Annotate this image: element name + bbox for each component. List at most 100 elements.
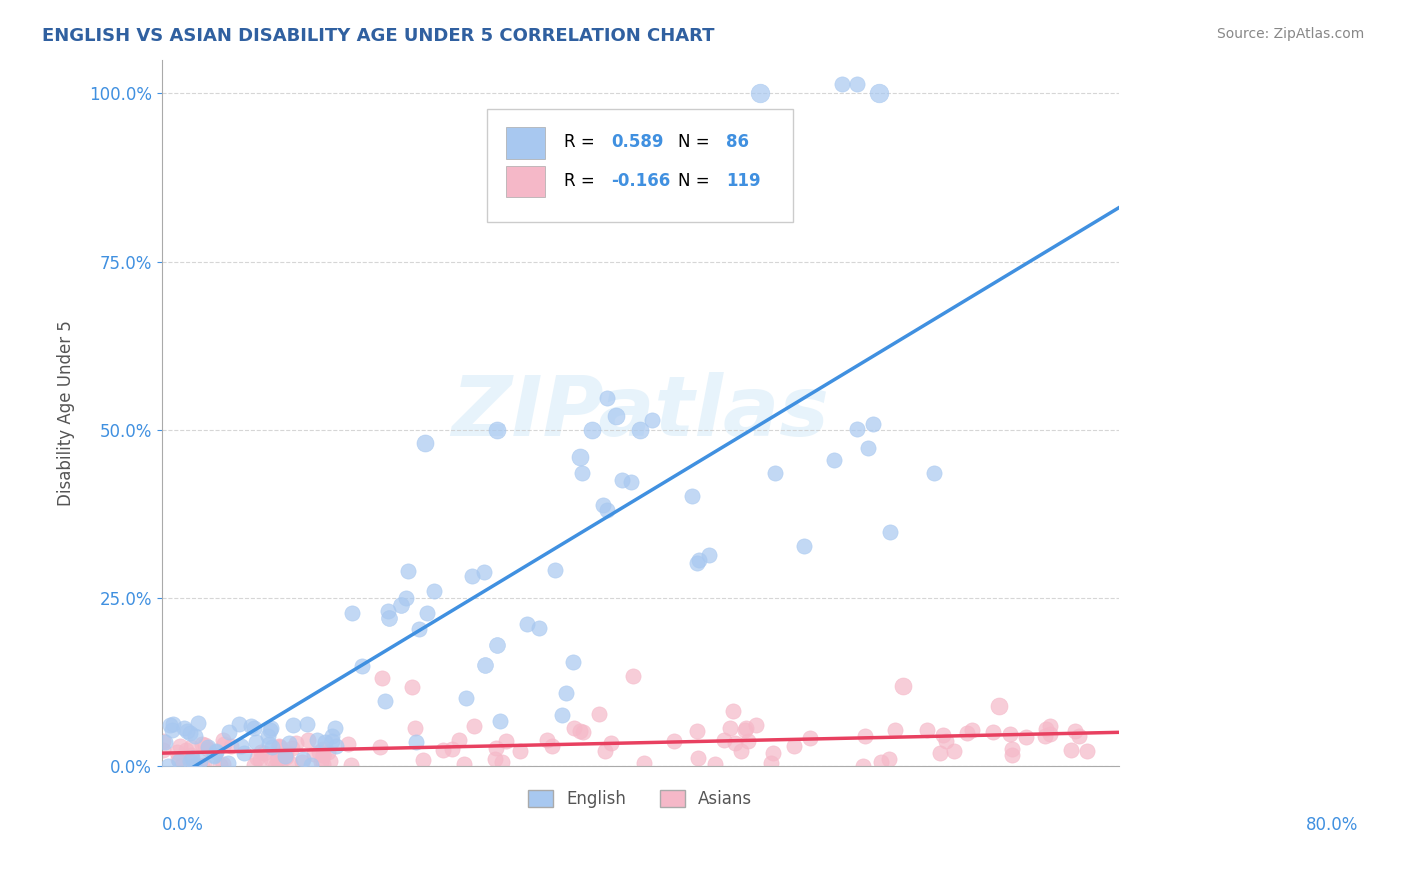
Point [284,736,307,750]
Point [281,740,304,755]
Point [191,759,214,773]
Point [259,723,281,737]
Point [581,423,603,437]
Point [218,725,240,739]
Y-axis label: Disability Age Under 5: Disability Age Under 5 [58,320,75,506]
Point [312,757,335,772]
Point [641,413,664,427]
Point [316,745,339,759]
Point [309,755,332,769]
Point [461,569,484,583]
Point [176,723,198,738]
Point [155,734,177,748]
Point [571,724,593,739]
Point [432,743,454,757]
Text: N =: N = [679,172,716,190]
Point [172,758,194,772]
Point [713,733,735,747]
Point [274,745,297,759]
Point [763,466,786,480]
Point [868,87,890,101]
Point [321,729,343,743]
Point [1033,729,1056,743]
Point [401,680,423,694]
Point [404,722,426,736]
Text: R =: R = [564,133,599,152]
Point [846,422,869,436]
Point [555,686,578,700]
Point [734,723,756,737]
Point [605,409,627,424]
Point [621,669,644,683]
Point [571,466,593,480]
Point [823,453,845,467]
Point [179,725,201,739]
Point [724,736,747,750]
Point [291,755,314,769]
Point [312,741,335,756]
Point [737,734,759,748]
Point [877,752,900,766]
Point [253,746,276,760]
Point [569,450,592,464]
Text: ZIPatlas: ZIPatlas [451,373,830,453]
Point [562,721,585,735]
Point [250,746,273,760]
Point [870,755,893,769]
Point [596,503,619,517]
FancyBboxPatch shape [506,127,544,159]
Point [1039,727,1062,741]
Point [1060,742,1083,756]
Point [197,742,219,756]
Point [596,391,619,405]
Point [302,747,325,761]
Point [703,757,725,772]
Point [197,739,219,754]
Point [408,622,430,636]
Point [1001,742,1024,756]
Point [592,498,614,512]
Point [441,741,464,756]
Point [214,737,236,751]
Point [935,734,957,748]
Point [239,719,262,733]
Text: 119: 119 [727,172,761,190]
Point [562,655,585,669]
Point [595,744,617,758]
Point [853,729,876,743]
Point [269,756,291,771]
Point [924,466,946,480]
Text: 80.0%: 80.0% [1305,816,1358,834]
Point [273,748,295,763]
Point [312,748,335,763]
Point [269,739,291,754]
Point [308,745,330,759]
Point [183,757,205,772]
Point [1035,722,1057,736]
Point [212,757,235,772]
Point [371,671,394,685]
Point [232,746,254,760]
Text: ENGLISH VS ASIAN DISABILITY AGE UNDER 5 CORRELATION CHART: ENGLISH VS ASIAN DISABILITY AGE UNDER 5 … [42,27,714,45]
Point [266,749,288,764]
Point [180,747,202,762]
Point [412,753,434,767]
Point [152,733,174,747]
Point [413,436,436,450]
Point [378,611,401,625]
Point [194,738,217,752]
Point [1001,747,1024,762]
Point [179,754,201,768]
Point [981,724,1004,739]
Point [568,724,591,739]
Point [321,734,343,748]
Point [297,733,319,747]
Point [681,489,703,503]
Point [228,716,250,731]
Point [291,752,314,766]
Point [734,721,756,735]
Point [516,617,538,632]
Point [588,706,610,721]
Point [396,564,419,578]
Point [988,698,1011,713]
